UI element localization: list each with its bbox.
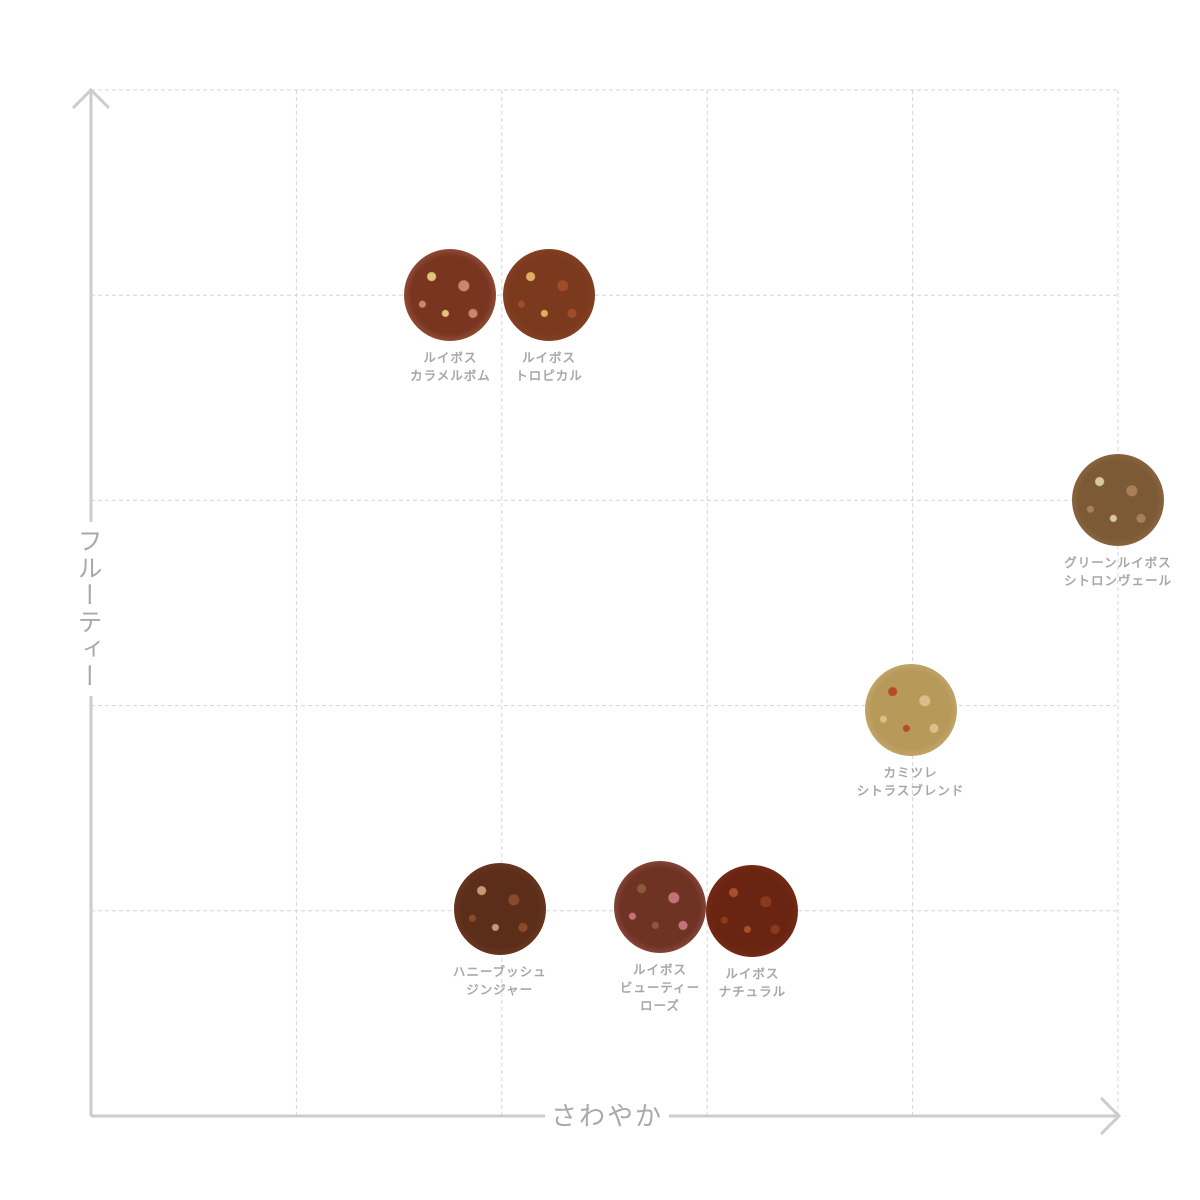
tea-name-line: シトロンヴェール [1063,573,1173,589]
tea-item[interactable]: ルイボスビューティー ローズ [613,860,706,1013]
tea-name-line: ルイボス [725,965,780,981]
tea-item[interactable]: ルイボス ナチュラル [706,864,799,999]
y-axis-arrow-icon [71,87,111,110]
tea-name-line: シトラスブレンド [856,782,965,798]
tea-item[interactable]: ルイボスカラメルボム [404,249,497,383]
tea-name-line: カラメルボム [410,368,491,384]
tea-item[interactable]: ルイボス トロピカル [503,249,596,383]
tea-name-line: ルイボス [522,350,577,366]
tea-leaf-image [1072,454,1164,547]
tea-leaf-image [453,862,546,955]
tea-name: ルイボス トロピカル [515,349,583,385]
x-axis-label: さわやか [545,1096,670,1133]
tea-name-line: ジンジャー [466,981,534,997]
tea-name-line: ルイボス [632,961,687,977]
tea-name: カミツレシトラスブレンド [857,764,965,800]
tea-name-line: ローズ [640,997,680,1013]
x-axis-arrow-icon [1099,1096,1122,1136]
tea-leaf-image [706,864,799,957]
tea-name-line: ビューティー [619,979,701,995]
y-axis-label: フルーティー [74,522,106,696]
tea-name: ハニーブッシュ ジンジャー [453,963,547,999]
tea-name: ルイボス ナチュラル [719,965,787,1001]
tea-name-line: トロピカル [515,368,583,384]
tea-name-line: ハニーブッシュ [452,963,547,979]
tea-leaf-image [404,249,497,342]
tea-leaf-image [503,249,596,342]
tea-item[interactable]: グリーンルイボス シトロンヴェール [1064,454,1171,588]
tea-name: ルイボスビューティー ローズ [620,961,700,1015]
tea-name-line: グリーンルイボス [1064,555,1172,571]
tea-name-line: カミツレ [883,764,938,780]
tea-name: ルイボスカラメルボム [410,349,491,385]
tea-name-line: ルイボス [423,350,478,366]
tea-leaf-image [613,860,706,953]
tea-name: グリーンルイボス シトロンヴェール [1064,554,1172,590]
tea-name-line: ナチュラル [718,983,787,999]
grid-lines [91,89,1119,1116]
tea-item[interactable]: カミツレシトラスブレンド [857,663,963,798]
tea-leaf-image [864,663,957,756]
tea-item[interactable]: ハニーブッシュ ジンジャー [453,862,546,997]
